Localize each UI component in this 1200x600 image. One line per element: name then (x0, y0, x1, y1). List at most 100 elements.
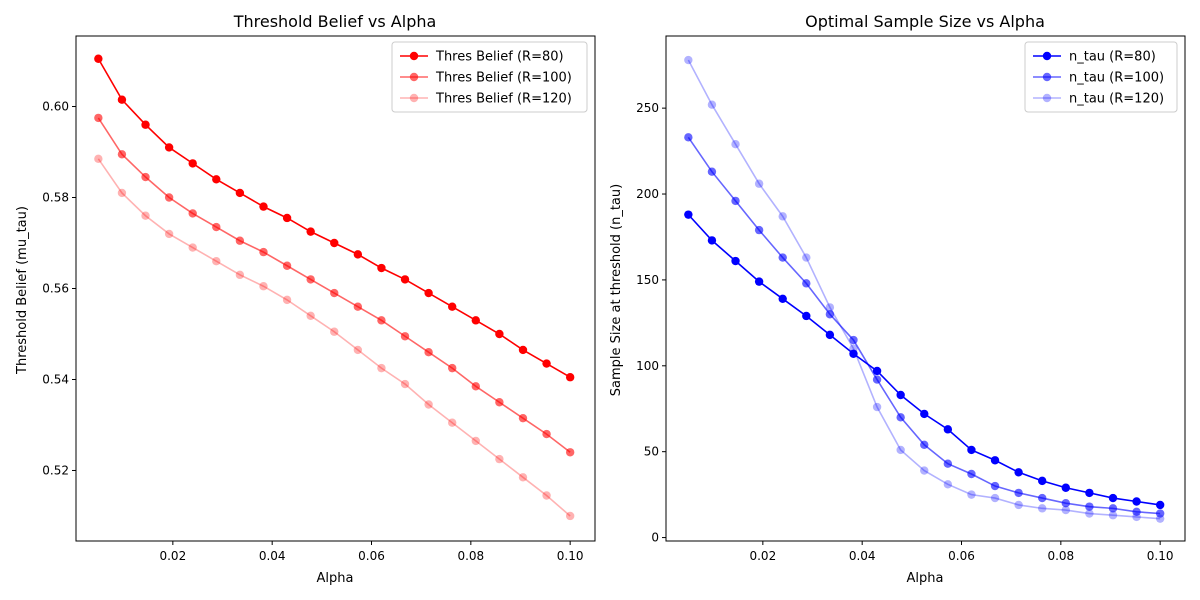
data-point (141, 120, 150, 129)
data-point (1014, 468, 1023, 477)
data-point (967, 445, 976, 455)
data-point (141, 211, 150, 220)
data-point (306, 227, 315, 236)
data-point (849, 344, 858, 353)
data-point (424, 288, 433, 298)
data-point (802, 279, 811, 288)
data-point (377, 316, 386, 325)
data-point (565, 448, 575, 457)
data-point (967, 469, 976, 479)
data-point (707, 100, 717, 109)
data-point (400, 379, 410, 389)
data-point (330, 238, 339, 248)
data-point (471, 436, 480, 446)
data-point (990, 456, 1000, 465)
y-tick-label: 50 (644, 445, 659, 459)
x-axis-label: Alpha (317, 571, 354, 586)
x-tick-label: 0.08 (1047, 549, 1074, 563)
data-point (495, 398, 504, 407)
data-point (424, 347, 433, 357)
plot-frame (75, 35, 596, 542)
x-tick-label: 0.04 (849, 549, 876, 563)
y-tick-label: 0.56 (42, 282, 69, 296)
data-point (896, 413, 905, 422)
y-tick-label: 0 (651, 531, 659, 545)
data-point (117, 95, 127, 104)
data-point (542, 359, 551, 368)
data-point (164, 229, 174, 239)
y-tick-label: 0.58 (42, 191, 69, 205)
data-point (448, 418, 457, 427)
axis-ticks: 0.02 0.04 0.06 0.08 0.10 0 50 100 150 200 250 (636, 101, 1173, 563)
data-point (1108, 511, 1118, 520)
data-point (1061, 499, 1071, 508)
data-point (754, 179, 764, 188)
data-point (471, 316, 480, 325)
y-tick-label: 150 (636, 273, 659, 287)
data-point (282, 261, 292, 270)
data-point (731, 256, 740, 266)
y-axis-label: Threshold Belief (mu_tau) (15, 206, 30, 375)
legend-label: Thres Belief (R=120) (435, 92, 572, 107)
x-tick-label: 0.02 (159, 549, 186, 563)
data-point (778, 212, 787, 221)
data-point (306, 311, 315, 320)
data-point (825, 330, 835, 340)
data-point (849, 335, 858, 345)
data-point (1085, 488, 1094, 498)
plot-frame (665, 35, 1186, 542)
data-point (117, 188, 127, 198)
data-point (141, 172, 150, 182)
data-point (778, 294, 787, 304)
data-point (1038, 493, 1047, 503)
legend-label: n_tau (R=120) (1069, 92, 1164, 107)
y-axis-label: Sample Size at threshold (n_tau) (609, 184, 624, 396)
data-point (920, 409, 929, 419)
data-point (212, 257, 221, 266)
data-point (1132, 512, 1141, 522)
data-point (235, 270, 245, 280)
data-point (282, 295, 292, 305)
data-point (353, 302, 363, 311)
data-point (849, 349, 858, 358)
data-point (1085, 502, 1094, 511)
data-point (330, 288, 339, 298)
data-point (1155, 514, 1165, 523)
legend-box (1024, 41, 1178, 113)
legend: Thres Belief (R=80) Thres Belief (R=100) T… (391, 41, 588, 113)
y-tick-label: 200 (636, 187, 659, 201)
chart-title: Optimal Sample Size vs Alpha (805, 12, 1045, 31)
data-point (518, 413, 528, 423)
data-point (518, 345, 528, 355)
data-point (542, 429, 551, 439)
data-point (235, 236, 245, 245)
legend-box (391, 41, 588, 113)
data-point (400, 275, 410, 284)
plot-series (684, 55, 1165, 523)
series-line (687, 59, 1161, 520)
data-point (707, 167, 717, 176)
data-point (259, 247, 268, 257)
data-point (1038, 504, 1047, 513)
legend-marker (409, 93, 419, 103)
data-point (1085, 509, 1094, 518)
data-point (212, 222, 221, 232)
legend-marker (1042, 51, 1052, 61)
data-point (990, 481, 1000, 491)
data-point (212, 175, 221, 184)
data-point (400, 332, 410, 341)
data-point (1061, 483, 1071, 492)
data-point (495, 329, 504, 339)
data-point (872, 402, 882, 412)
data-point (1132, 497, 1141, 506)
data-point (565, 373, 575, 382)
data-point (188, 209, 197, 218)
data-point (282, 213, 292, 223)
data-point (684, 133, 693, 142)
data-point (825, 303, 835, 312)
legend-marker (409, 51, 419, 61)
y-tick-label: 100 (636, 359, 659, 373)
data-point (518, 473, 528, 482)
data-point (565, 511, 575, 521)
data-point (424, 400, 433, 409)
